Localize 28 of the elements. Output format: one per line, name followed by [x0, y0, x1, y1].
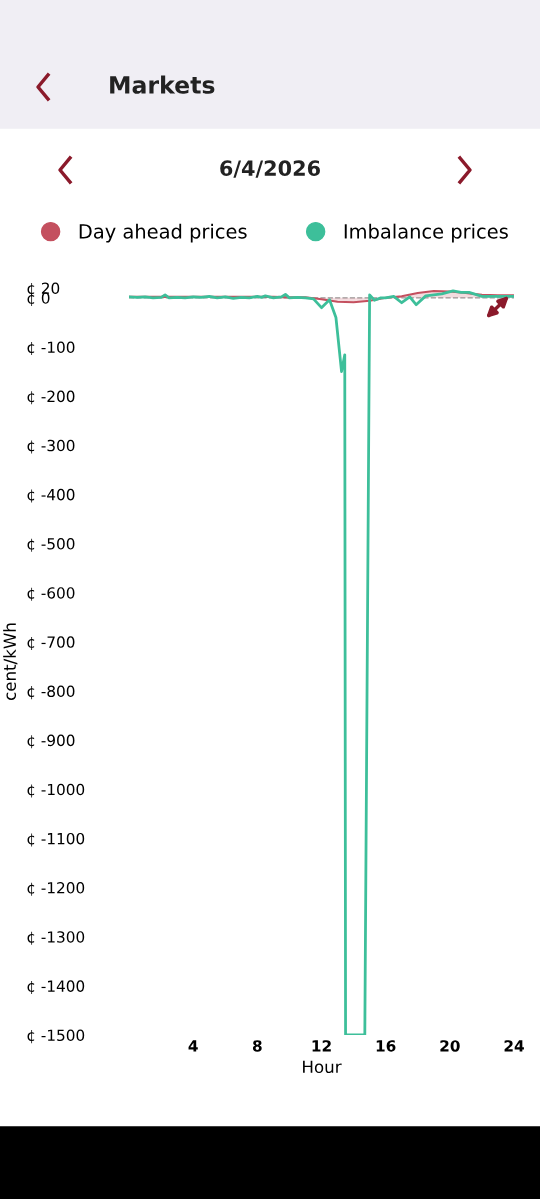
y-tick-label: ¢ -700 — [27, 636, 75, 650]
y-tick-label: ¢ -1400 — [27, 980, 85, 994]
y-tick-label: ¢ -900 — [27, 734, 75, 749]
chart-subtitle: 6/4/2026 — [220, 160, 320, 178]
line-series — [129, 289, 514, 1035]
y-tick-label: ¢ -1200 — [27, 882, 85, 896]
y-tick-label: ¢ -800 — [27, 685, 75, 700]
y-tick-label: ¢ -1500 — [27, 1029, 85, 1044]
y-tick-label: ¢ -200 — [27, 390, 75, 405]
x-tick-label: 20 — [440, 1040, 460, 1052]
chart-title: Markets — [110, 75, 215, 94]
legend-label: Imbalance prices — [344, 223, 508, 243]
x-axis-title: Hour — [303, 1060, 342, 1074]
legend-label: Day ahead prices — [79, 223, 247, 243]
y-tick-label: ¢ -600 — [27, 587, 75, 601]
y-tick-label: ¢ -100 — [27, 341, 75, 356]
y-axis-title: cent/kWh — [3, 623, 18, 700]
y-tick-label: ¢ -500 — [27, 538, 75, 552]
y-tick-label: ¢ -1300 — [27, 931, 85, 945]
x-tick-label: 16 — [376, 1040, 396, 1052]
x-tick-label: 12 — [312, 1040, 331, 1052]
x-tick-label: 24 — [504, 1040, 524, 1052]
y-tick-label: ¢ -300 — [27, 439, 75, 454]
y-tick-label: ¢ -1000 — [27, 783, 85, 798]
y-tick-label: ¢ -400 — [27, 488, 75, 503]
x-tick-label: 4 — [188, 1040, 198, 1052]
y-tick-label: ¢ -1100 — [27, 832, 85, 847]
x-tick-label: 8 — [252, 1040, 262, 1052]
